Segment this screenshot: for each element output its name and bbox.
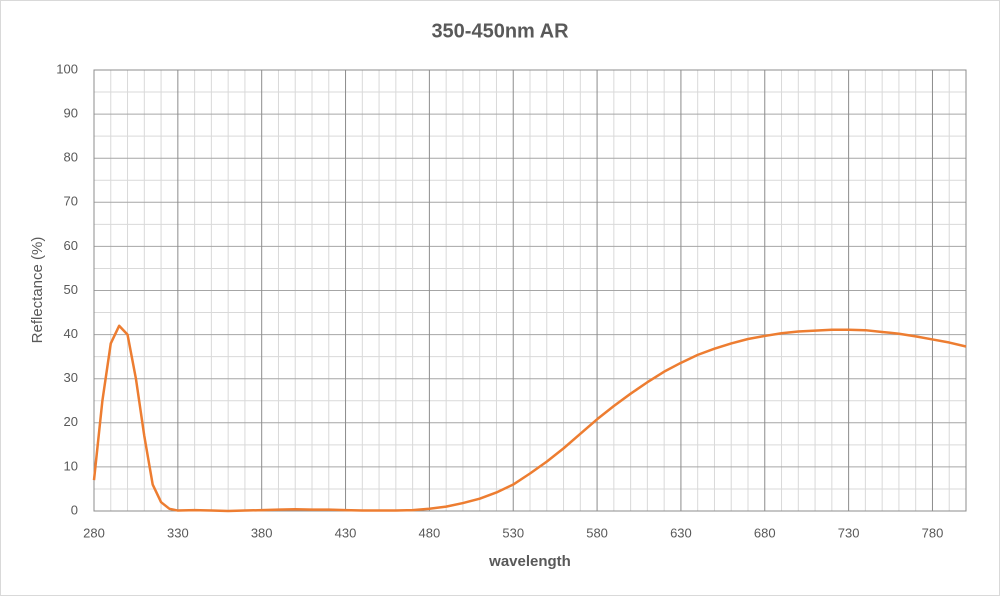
- chart-title: 350-450nm AR: [431, 20, 569, 42]
- x-tick-label: 380: [251, 525, 273, 540]
- y-tick-label: 90: [64, 106, 78, 121]
- x-tick-label: 480: [419, 525, 441, 540]
- y-tick-label: 50: [64, 282, 78, 297]
- y-tick-label: 20: [64, 414, 78, 429]
- x-tick-label: 780: [922, 525, 944, 540]
- y-tick-label: 40: [64, 326, 78, 341]
- y-tick-label: 100: [56, 61, 78, 76]
- x-axis-label: wavelength: [488, 553, 571, 570]
- x-tick-label: 680: [754, 525, 776, 540]
- y-tick-label: 10: [64, 458, 78, 473]
- x-tick-label: 730: [838, 525, 860, 540]
- x-tick-label: 530: [502, 525, 524, 540]
- y-tick-label: 30: [64, 370, 78, 385]
- y-tick-label: 70: [64, 194, 78, 209]
- x-tick-label: 630: [670, 525, 692, 540]
- x-tick-label: 580: [586, 525, 608, 540]
- data-line: [92, 324, 967, 513]
- y-tick-label: 80: [64, 150, 78, 165]
- x-tick-label: 280: [83, 525, 105, 540]
- y-axis-label: Reflectance (%): [29, 237, 46, 344]
- y-tick-label: 0: [71, 502, 78, 517]
- y-tick-label: 60: [64, 238, 78, 253]
- plot-border: [93, 69, 967, 512]
- x-tick-label: 330: [167, 525, 189, 540]
- x-tick-label: 430: [335, 525, 357, 540]
